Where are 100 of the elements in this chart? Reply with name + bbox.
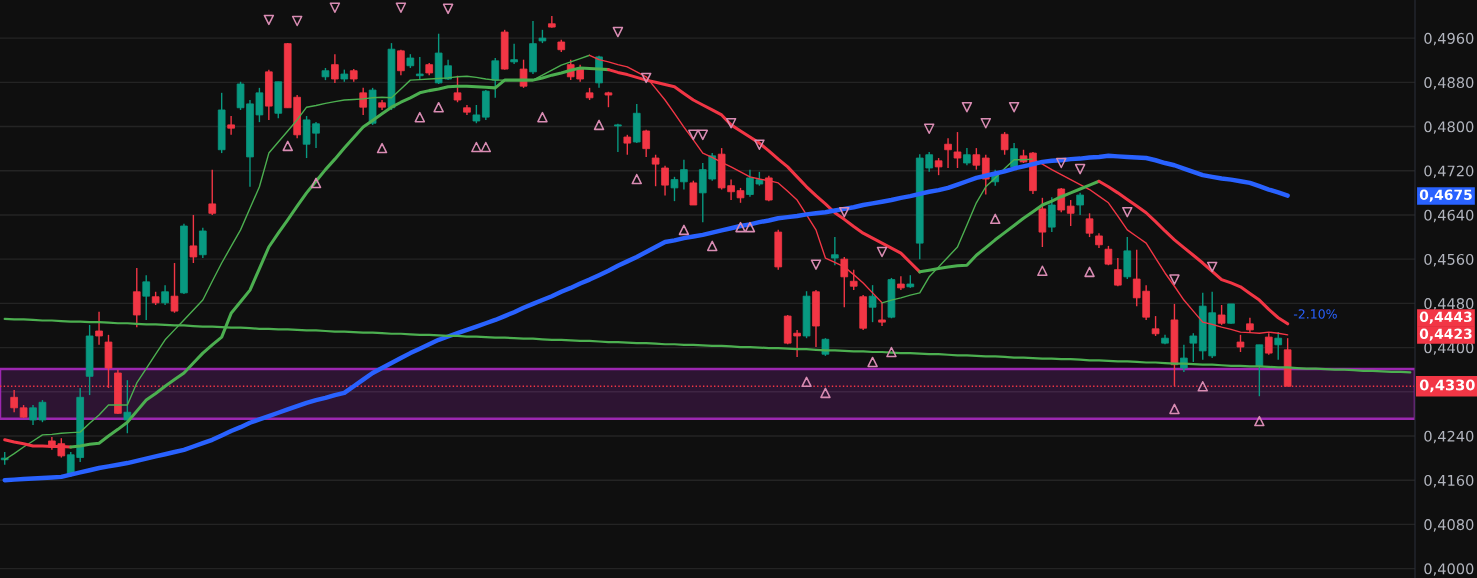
candlestick xyxy=(849,268,858,291)
candlestick xyxy=(453,75,462,103)
candlestick xyxy=(132,267,141,328)
point xyxy=(1037,265,1048,277)
point xyxy=(1122,206,1133,218)
candlestick xyxy=(689,179,698,206)
candlestick xyxy=(472,104,481,124)
point xyxy=(839,206,850,218)
candlestick xyxy=(189,214,198,264)
candlestick xyxy=(614,123,622,153)
point xyxy=(810,259,822,270)
y-tick-label: 0,4160 xyxy=(1424,474,1474,488)
candlestick xyxy=(944,137,952,169)
candlestick xyxy=(359,87,367,116)
candlestick xyxy=(170,262,179,314)
candlestick xyxy=(161,284,169,306)
y-tick-label: 0,4080 xyxy=(1424,519,1474,532)
candlestick xyxy=(1038,197,1047,248)
candlestick xyxy=(142,274,151,321)
text: 0,4443 xyxy=(1419,311,1472,324)
point xyxy=(291,15,303,27)
candlestick xyxy=(642,129,650,158)
point xyxy=(1169,274,1180,285)
line-series xyxy=(1097,179,1290,326)
ref-line-label: 0,4330 xyxy=(1419,379,1475,393)
point xyxy=(282,140,293,152)
point xyxy=(754,139,765,151)
candlestick xyxy=(415,56,424,81)
point xyxy=(735,221,746,233)
candlestick xyxy=(623,134,632,156)
candlestick xyxy=(953,131,962,169)
point xyxy=(886,346,897,358)
candlestick xyxy=(331,53,339,84)
candlestick xyxy=(1085,212,1094,238)
candlestick xyxy=(1217,304,1226,326)
point xyxy=(631,173,643,185)
candlestick xyxy=(1151,315,1160,337)
point xyxy=(876,246,888,258)
y-tick-label: 0,4000 xyxy=(1424,563,1474,576)
candlestick xyxy=(95,310,103,346)
candlestick xyxy=(831,236,839,266)
candlestick xyxy=(1227,303,1235,325)
point xyxy=(688,129,699,141)
point xyxy=(744,221,756,233)
point xyxy=(593,119,605,131)
point xyxy=(480,141,492,153)
candlestick xyxy=(1255,344,1264,397)
point xyxy=(640,72,652,84)
y-tick-label: 0,4640 xyxy=(1424,209,1474,223)
candlestick xyxy=(1189,332,1198,363)
text: 0,4675 xyxy=(1419,189,1472,202)
point xyxy=(1055,157,1067,169)
point xyxy=(1254,415,1265,427)
point xyxy=(537,111,548,123)
point xyxy=(820,387,831,399)
candlestick xyxy=(10,389,18,413)
point xyxy=(867,356,878,368)
point xyxy=(678,224,690,236)
point xyxy=(1084,266,1095,278)
candlestick xyxy=(868,284,877,323)
y-tick-label: 0,4720 xyxy=(1424,165,1474,178)
point xyxy=(376,142,388,154)
point xyxy=(329,2,341,14)
point xyxy=(310,177,322,189)
candlestick xyxy=(510,42,518,65)
candlestick xyxy=(765,175,773,202)
point xyxy=(1206,261,1218,273)
point xyxy=(725,117,737,129)
candlestick xyxy=(1066,199,1075,227)
point xyxy=(1008,101,1020,113)
candlestick xyxy=(972,147,981,171)
candlestick xyxy=(651,154,660,187)
point xyxy=(1169,403,1180,415)
point xyxy=(414,111,426,123)
point xyxy=(980,117,992,129)
point xyxy=(989,213,1001,225)
point xyxy=(697,129,709,141)
candlestick xyxy=(1048,196,1056,233)
candlestick xyxy=(1114,257,1122,287)
point xyxy=(801,376,812,388)
text: 0,4423 xyxy=(1419,328,1472,341)
candlestick xyxy=(1000,131,1009,156)
candlestick xyxy=(208,168,217,216)
y-tick-label: 0,4480 xyxy=(1424,298,1474,311)
candlestick xyxy=(123,379,132,434)
candlestick xyxy=(1076,192,1084,216)
point xyxy=(706,240,718,252)
point xyxy=(263,14,275,26)
y-tick-label: 0,4960 xyxy=(1424,32,1474,46)
point xyxy=(1197,380,1209,392)
y-tick-label: 0,4560 xyxy=(1424,253,1474,267)
candlestick xyxy=(1274,331,1283,361)
candlestick xyxy=(227,115,235,136)
point xyxy=(395,2,407,14)
y-tick-label: 0,4240 xyxy=(1424,430,1474,444)
point xyxy=(471,141,482,153)
point xyxy=(961,101,973,113)
point xyxy=(1074,163,1086,175)
y-tick-label: 0,4880 xyxy=(1424,77,1474,90)
y-tick-label: 0,4800 xyxy=(1424,121,1474,134)
